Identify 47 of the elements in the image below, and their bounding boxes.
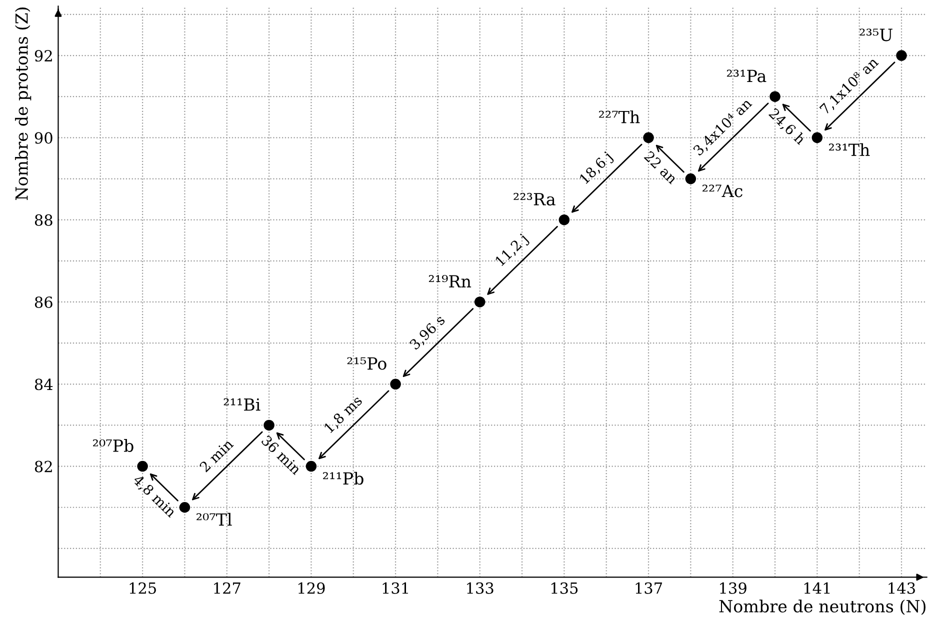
y-tick-label: 86: [34, 296, 52, 308]
data-label: ²¹¹Bi: [224, 398, 260, 411]
point: [264, 420, 274, 431]
x-tick-label: 133: [467, 582, 494, 594]
annotation: 1,8 ms: [324, 394, 364, 435]
y-tick-label: 84: [34, 378, 53, 390]
point: [137, 460, 148, 472]
x-axis-title: Nombre de neutrons (N): [719, 600, 926, 615]
x-tick-label: 141: [804, 582, 830, 594]
data-label: ²¹⁵Po: [347, 357, 386, 370]
x-tick-label: 143: [888, 582, 915, 594]
data-label: ²³¹Pa: [726, 70, 766, 82]
point: [685, 173, 696, 184]
y-tick-label: 90: [34, 132, 52, 144]
x-tick-label: 127: [214, 582, 240, 594]
data-label: ²¹⁹Rn: [428, 275, 472, 288]
x-tick-label: 125: [130, 582, 156, 594]
y-axis-title: Nombre de protons (Z): [15, 8, 32, 200]
data-label: ²³⁵U: [860, 28, 892, 42]
annotation: 36 min: [260, 434, 302, 476]
data-label: ²²³Ra: [514, 192, 556, 206]
data-label: ²²⁷Th: [599, 110, 640, 124]
point: [770, 91, 780, 102]
annotation: 22 an: [644, 150, 678, 185]
x-tick-label: 131: [382, 582, 408, 594]
point: [896, 50, 907, 61]
y-tick-label: 92: [34, 50, 52, 62]
point: [643, 132, 654, 144]
point: [179, 502, 190, 513]
data-label: ²¹¹Pb: [323, 472, 364, 485]
x-tick-label: 135: [551, 582, 578, 594]
point: [812, 132, 823, 144]
y-tick-label: 88: [34, 214, 52, 226]
point: [390, 378, 401, 390]
point: [558, 214, 570, 226]
data-label: ²⁰⁷Tl: [196, 512, 232, 526]
x-tick-label: 137: [636, 582, 662, 594]
point: [474, 296, 486, 308]
annotation: 2 min: [199, 438, 234, 472]
x-tick-label: 129: [298, 582, 325, 594]
data-label: ²⁰⁷Pb: [93, 439, 134, 452]
y-tick-label: 82: [34, 460, 52, 472]
x-tick-label: 139: [720, 582, 746, 594]
annotation: 4,8 min: [131, 474, 178, 520]
data-label: ²²⁷Ac: [702, 184, 742, 198]
data-label: ²³¹Th: [829, 143, 870, 156]
point: [306, 460, 317, 472]
